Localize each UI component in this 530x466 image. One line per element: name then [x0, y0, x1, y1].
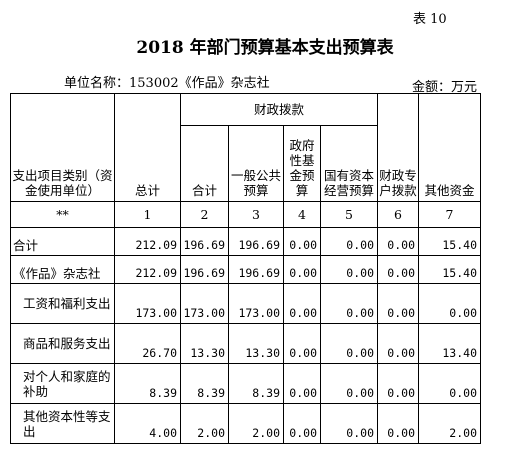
index-cell: ** [10, 201, 115, 228]
cell-value: 2.00 [180, 403, 229, 444]
table-row: 工资和福利支出 173.00 173.00 173.00 0.00 0.00 0… [10, 283, 481, 324]
cell-value: 0.00 [377, 283, 419, 324]
row-label: 商品和服务支出 [10, 323, 115, 364]
index-cell: 4 [283, 201, 321, 228]
row-label: 合计 [10, 227, 115, 256]
cell-value: 0.00 [320, 323, 378, 364]
row-label: 《作品》杂志社 [10, 255, 115, 284]
cell-value: 212.09 [114, 227, 181, 256]
cell-value: 173.00 [228, 283, 284, 324]
cell-value: 196.69 [180, 255, 229, 284]
cell-value: 196.69 [228, 227, 284, 256]
table-row: 商品和服务支出 26.70 13.30 13.30 0.00 0.00 0.00… [10, 323, 481, 364]
header-other: 其他资金 [418, 93, 481, 202]
cell-value: 0.00 [320, 283, 378, 324]
cell-value: 196.69 [180, 227, 229, 256]
cell-value: 8.39 [228, 363, 284, 404]
cell-value: 173.00 [114, 283, 181, 324]
cell-value: 8.39 [114, 363, 181, 404]
cell-value: 0.00 [377, 403, 419, 444]
cell-value: 0.00 [283, 403, 321, 444]
cell-value: 0.00 [320, 227, 378, 256]
index-cell: 2 [180, 201, 229, 228]
cell-value: 0.00 [283, 363, 321, 404]
cell-value: 13.30 [228, 323, 284, 364]
amount-unit: 金额：万元 [412, 80, 478, 95]
unit-name: 单位名称：153002《作品》杂志社 [64, 76, 270, 91]
cell-value: 0.00 [377, 323, 419, 364]
index-cell: 7 [418, 201, 481, 228]
table-row: 《作品》杂志社 212.09 196.69 196.69 0.00 0.00 0… [10, 255, 481, 284]
row-label: 其他资本性等支出 [10, 403, 115, 444]
cell-value: 0.00 [377, 363, 419, 404]
cell-value: 0.00 [320, 255, 378, 284]
cell-value: 0.00 [418, 283, 481, 324]
header-state-capital: 国有资本经营预算 [320, 125, 378, 202]
index-cell: 3 [228, 201, 284, 228]
header-general: 一般公共预算 [228, 125, 284, 202]
cell-value: 13.30 [180, 323, 229, 364]
cell-value: 0.00 [283, 283, 321, 324]
row-label: 工资和福利支出 [10, 283, 115, 324]
index-cell: 5 [320, 201, 378, 228]
index-cell: 6 [377, 201, 419, 228]
header-total: 总计 [114, 93, 181, 202]
cell-value: 26.70 [114, 323, 181, 364]
cell-value: 15.40 [418, 227, 481, 256]
cell-value: 0.00 [377, 227, 419, 256]
cell-value: 13.40 [418, 323, 481, 364]
cell-value: 196.69 [228, 255, 284, 284]
cell-value: 0.00 [418, 363, 481, 404]
cell-value: 0.00 [283, 323, 321, 364]
table-row: 其他资本性等支出 4.00 2.00 2.00 0.00 0.00 0.00 2… [10, 403, 481, 444]
cell-value: 2.00 [228, 403, 284, 444]
row-label: 对个人和家庭的补助 [10, 363, 115, 404]
table-number: 表 10 [413, 12, 447, 27]
cell-value: 0.00 [320, 363, 378, 404]
cell-value: 0.00 [283, 255, 321, 284]
table-row: 合计 212.09 196.69 196.69 0.00 0.00 0.00 1… [10, 227, 481, 256]
cell-value: 15.40 [418, 255, 481, 284]
cell-value: 0.00 [283, 227, 321, 256]
header-special: 财政专户拨款 [377, 93, 419, 202]
page-title: 2018 年部门预算基本支出预算表 [136, 38, 394, 58]
cell-value: 4.00 [114, 403, 181, 444]
header-subtotal: 合计 [180, 125, 229, 202]
cell-value: 0.00 [377, 255, 419, 284]
cell-value: 8.39 [180, 363, 229, 404]
header-gov-fund: 政府性基金预算 [283, 125, 321, 202]
cell-value: 2.00 [418, 403, 481, 444]
cell-value: 173.00 [180, 283, 229, 324]
header-fiscal-group: 财政拨款 [180, 93, 378, 126]
index-cell: 1 [114, 201, 181, 228]
budget-table: 支出项目类别（资金使用单位） 总计 财政拨款 财政专户拨款 其他资金 合计 一般… [10, 93, 481, 444]
index-row: ** 1 2 3 4 5 6 7 [10, 201, 481, 228]
table-row: 对个人和家庭的补助 8.39 8.39 8.39 0.00 0.00 0.00 … [10, 363, 481, 404]
header-category: 支出项目类别（资金使用单位） [10, 93, 115, 202]
cell-value: 0.00 [320, 403, 378, 444]
cell-value: 212.09 [114, 255, 181, 284]
